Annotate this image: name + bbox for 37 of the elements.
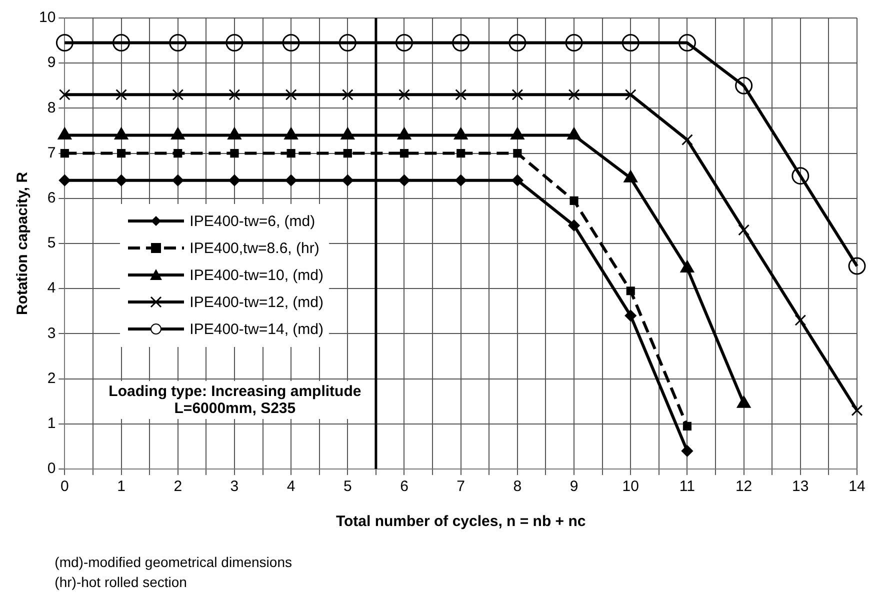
x-tick-label: 3: [230, 478, 239, 496]
x-tick-label: 7: [456, 478, 466, 496]
y-axis-title: Rotation capacity, R: [14, 172, 32, 316]
x-tick-label: 5: [343, 478, 352, 496]
y-tick-label: 2: [47, 370, 56, 387]
x-axis-title: Total number of cycles, n = nb + nc: [336, 513, 586, 530]
legend-label: IPE400-tw=10, (md): [190, 266, 324, 284]
x-tick-label: 11: [679, 478, 696, 496]
y-tick-label: 5: [47, 234, 56, 252]
annotation: L=6000mm, S235: [173, 400, 297, 417]
x-tick-label: 2: [174, 478, 182, 496]
x-tick-label: 6: [400, 478, 408, 496]
y-tick-label: 9: [47, 54, 56, 72]
y-tick-label: 1: [47, 415, 56, 432]
x-tick-label: 1: [117, 478, 126, 496]
y-tick-label: 4: [47, 280, 56, 297]
x-tick-label: 4: [286, 478, 296, 496]
x-tick-label: 14: [848, 478, 866, 496]
y-tick-label: 6: [47, 190, 56, 207]
text: (hr)-hot rolled section: [54, 573, 188, 592]
y-tick-label: 10: [38, 9, 56, 26]
x-tick-label: 9: [570, 478, 578, 496]
x-tick-label: 0: [60, 478, 69, 496]
y-tick-label: 8: [47, 99, 56, 116]
legend-label: IPE400-tw=12, (md): [190, 294, 324, 310]
x-tick-label: 10: [622, 478, 639, 496]
legend-label: IPE400,tw=8.6, (hr): [190, 240, 320, 256]
y-tick-label: 7: [47, 144, 56, 162]
legend-label: IPE400-tw=14, (md): [190, 320, 324, 338]
text: (md)-modified geometrical dimensions: [54, 553, 292, 572]
y-tick-label: 3: [47, 324, 56, 342]
legend-label: IPE400-tw=6, (md): [190, 212, 316, 230]
x-tick-label: 12: [735, 478, 752, 496]
annotation: Loading type: Increasing amplitude: [108, 383, 362, 400]
x-tick-label: 13: [792, 478, 809, 496]
x-tick-label: 8: [513, 478, 522, 496]
y-tick-label: 0: [47, 460, 56, 478]
